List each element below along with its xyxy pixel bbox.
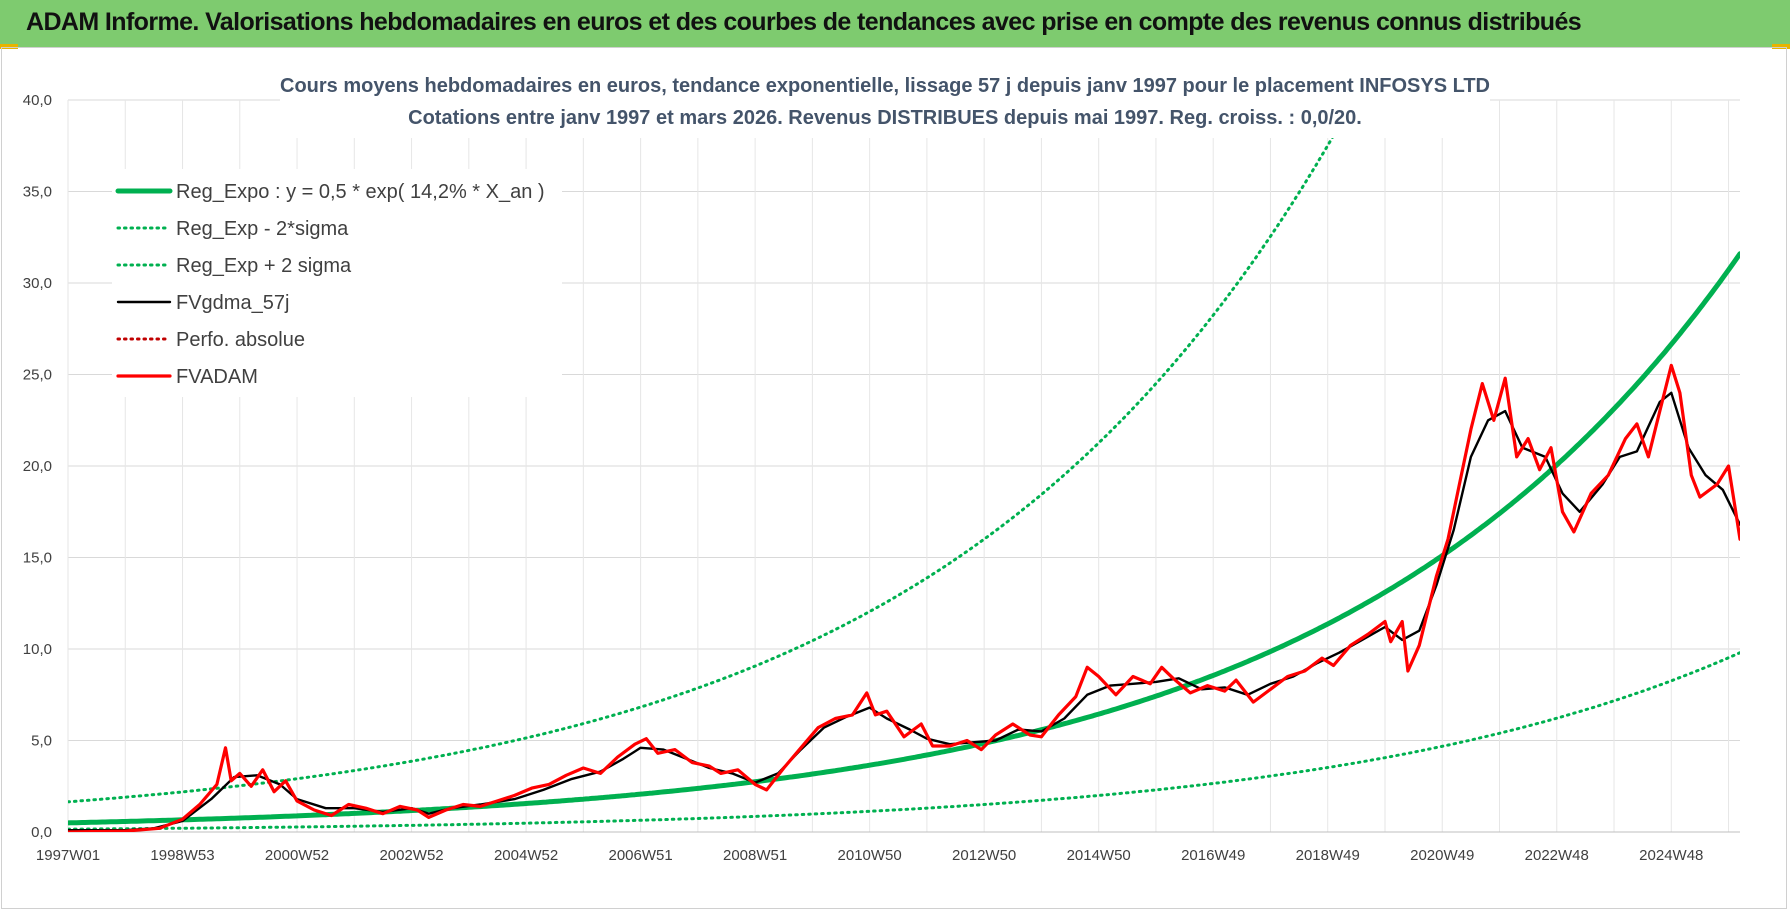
x-tick-label: 1997W01 [36, 847, 100, 864]
series-line [68, 100, 1356, 804]
y-tick-label: 20,0 [23, 458, 52, 475]
corner-mark-left [0, 44, 18, 49]
legend-label: Reg_Exp - 2*sigma [176, 218, 349, 240]
x-tick-label: 2002W52 [379, 847, 443, 864]
x-tick-label: 2004W52 [494, 847, 558, 864]
legend-label: FVgdma_57j [176, 292, 289, 314]
chart-title-line2: Cotations entre janv 1997 et mars 2026. … [408, 107, 1362, 129]
x-tick-label: 2000W52 [265, 847, 329, 864]
x-tick-label: 2006W51 [608, 847, 672, 864]
x-tick-label: 2022W48 [1525, 847, 1589, 864]
y-tick-label: 25,0 [23, 367, 52, 384]
x-tick-label: 2010W50 [838, 847, 902, 864]
x-tick-label: 2024W48 [1639, 847, 1703, 864]
legend-label: Perfo. absolue [176, 329, 305, 351]
y-tick-label: 15,0 [23, 550, 52, 567]
x-tick-label: 2012W50 [952, 847, 1016, 864]
x-tick-label: 2016W49 [1181, 847, 1245, 864]
legend-background [112, 169, 562, 397]
report-banner: ADAM Informe. Valorisations hebdomadaire… [0, 0, 1790, 48]
x-tick-label: 2020W49 [1410, 847, 1474, 864]
x-tick-label: 2008W51 [723, 847, 787, 864]
legend-label: Reg_Expo : y = 0,5 * exp( 14,2% * X_an ) [176, 181, 545, 203]
y-tick-label: 30,0 [23, 275, 52, 292]
y-tick-label: 35,0 [23, 184, 52, 201]
x-tick-label: 2014W50 [1067, 847, 1131, 864]
chart-frame [1, 47, 1787, 909]
legend-label: FVADAM [176, 366, 258, 388]
x-tick-label: 1998W53 [150, 847, 214, 864]
y-tick-label: 10,0 [23, 641, 52, 658]
chart-legend: Reg_Expo : y = 0,5 * exp( 14,2% * X_an )… [112, 169, 562, 397]
chart-title-line1: Cours moyens hebdomadaires en euros, ten… [280, 75, 1490, 97]
series-line [68, 651, 1740, 831]
y-tick-label: 0,0 [31, 824, 52, 841]
x-tick-label: 2018W49 [1296, 847, 1360, 864]
chart-series [68, 100, 1740, 832]
y-tick-label: 40,0 [23, 92, 52, 109]
series-line [68, 391, 1740, 832]
series-line [68, 363, 1740, 832]
corner-mark-right [1772, 44, 1790, 49]
title-background [280, 66, 1490, 138]
report-title: ADAM Informe. Valorisations hebdomadaire… [26, 8, 1582, 36]
chart-axes: 0,0 5,0 10,0 15,0 20,0 25,0 30,0 35,0 40,0 1997W0… [23, 92, 1740, 864]
y-tick-label: 5,0 [31, 733, 52, 750]
series-line [68, 251, 1740, 826]
legend-label: Reg_Exp + 2 sigma [176, 255, 352, 277]
